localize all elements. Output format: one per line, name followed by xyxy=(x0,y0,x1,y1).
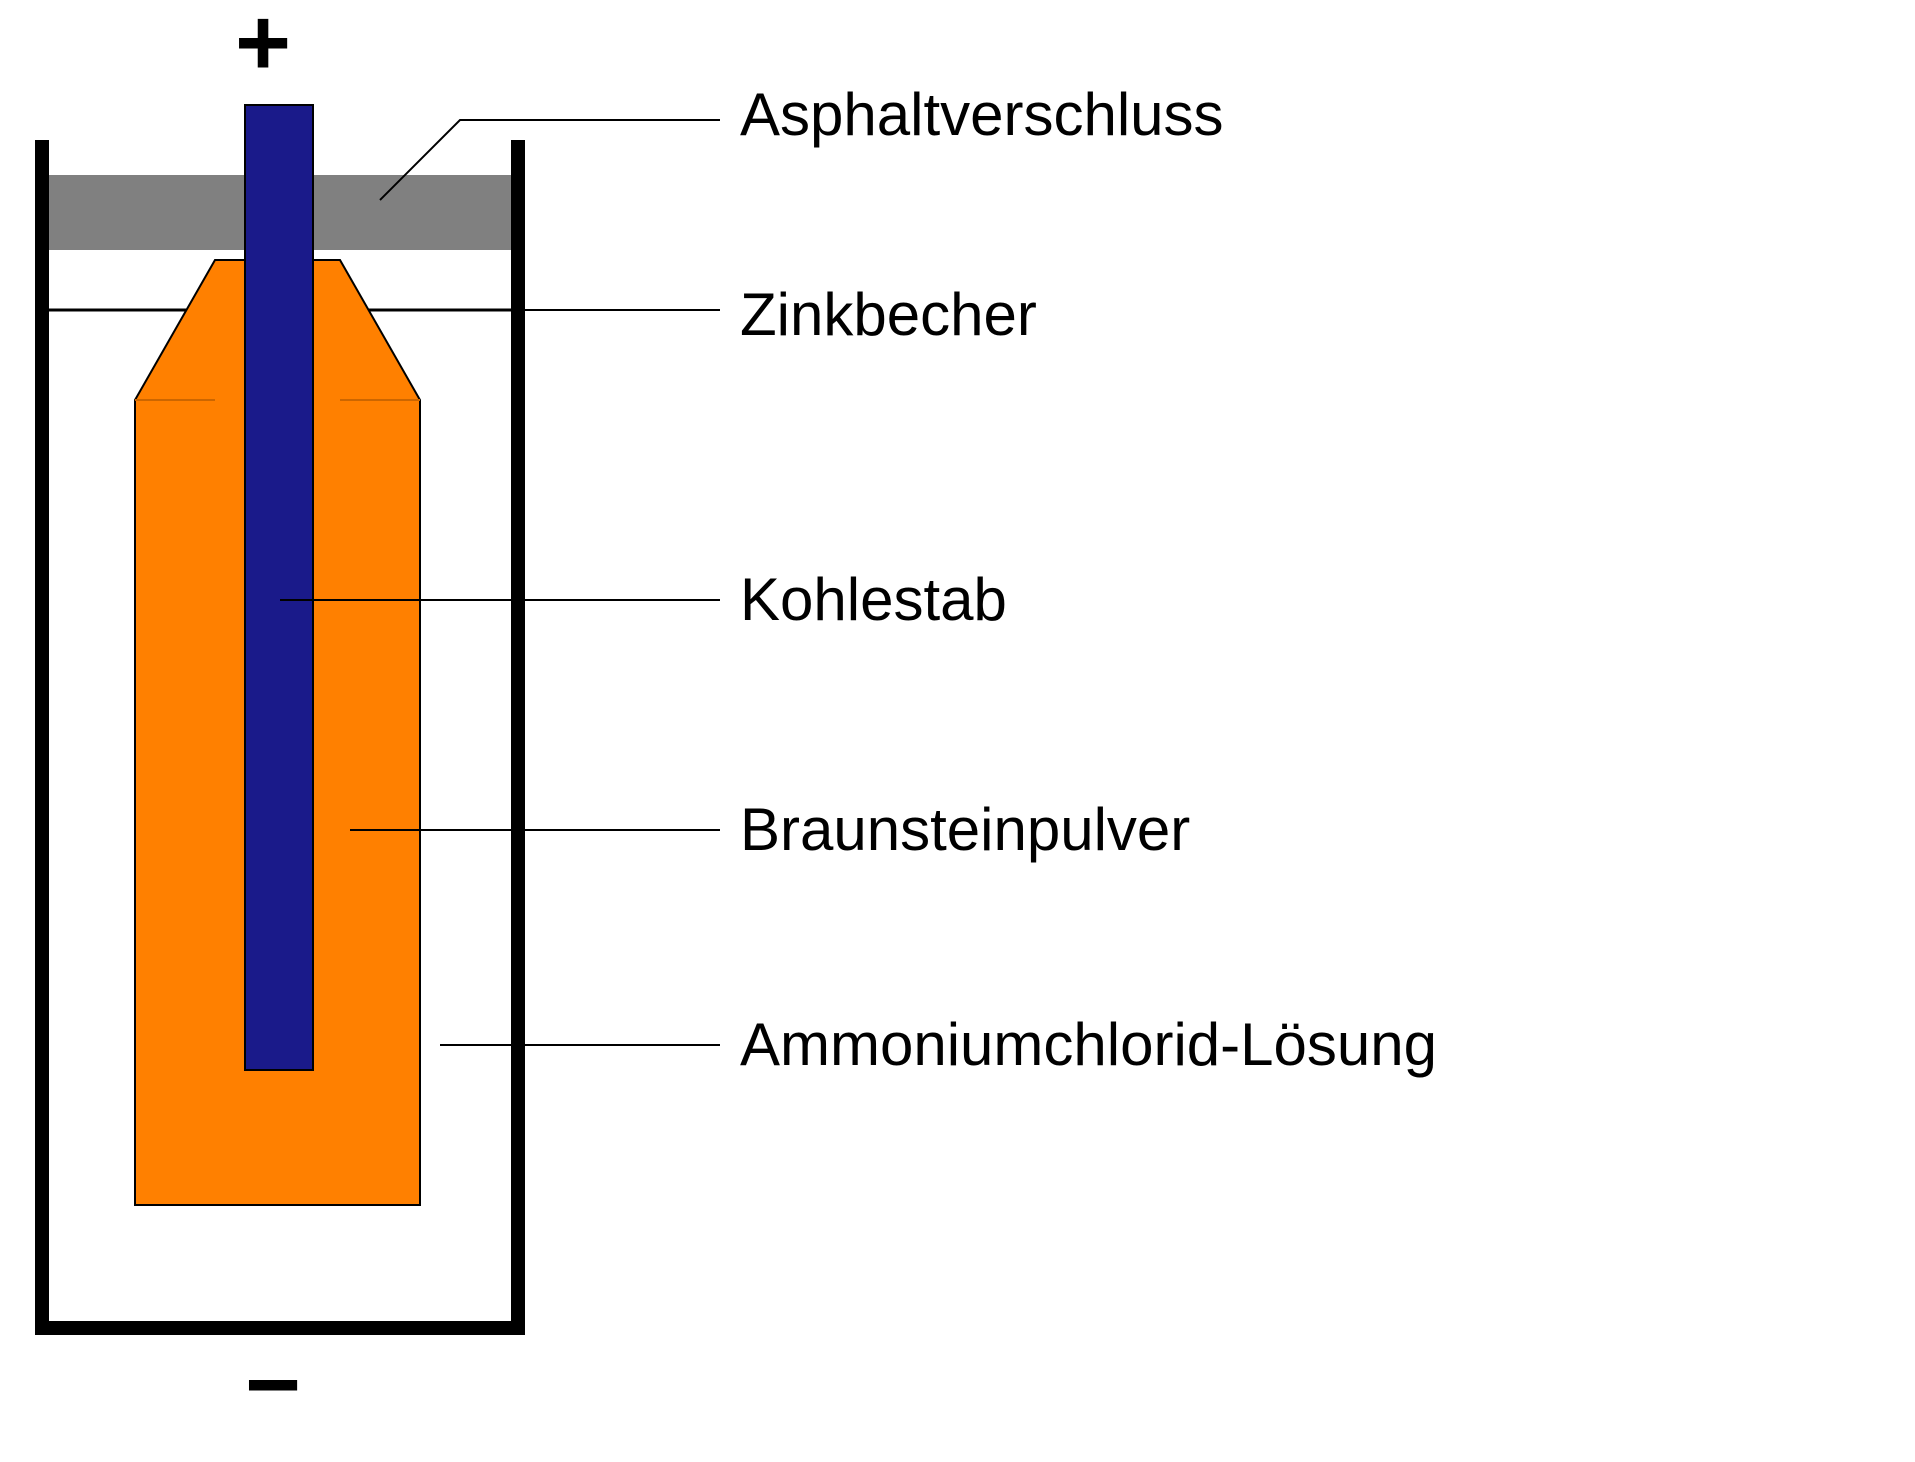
label-asphalt: Asphaltverschluss xyxy=(740,80,1224,149)
label-nh4cl: Ammoniumchlorid-Lösung xyxy=(740,1010,1437,1079)
label-mno2: Braunsteinpulver xyxy=(740,795,1190,864)
diagram-svg xyxy=(0,0,1915,1462)
positive-terminal: + xyxy=(235,0,291,98)
label-carbon: Kohlestab xyxy=(740,565,1007,634)
carbon-rod xyxy=(245,105,313,1070)
battery-cross-section-diagram: + − Asphaltverschluss Zinkbecher Kohlest… xyxy=(0,0,1915,1462)
negative-terminal: − xyxy=(245,1330,301,1440)
label-zinc: Zinkbecher xyxy=(740,280,1037,349)
